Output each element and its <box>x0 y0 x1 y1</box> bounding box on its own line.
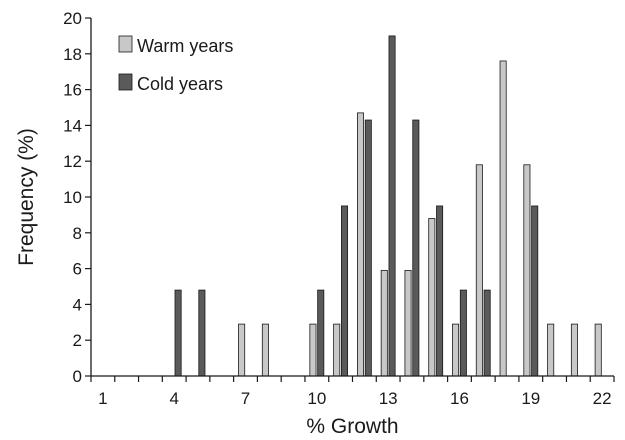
bar-warm-years-17 <box>475 164 483 377</box>
bar-cold-years-19 <box>531 205 539 377</box>
bar-warm-years-15 <box>428 218 436 377</box>
x-tick-label: 16 <box>450 389 469 408</box>
bar-cold-years-13 <box>388 35 396 377</box>
x-tick-label: 10 <box>307 389 326 408</box>
x-tick-label: 4 <box>169 389 178 408</box>
y-tick-label: 10 <box>63 188 82 207</box>
bar-warm-years-22 <box>594 323 602 377</box>
y-tick-label: 2 <box>73 331 82 350</box>
bar-warm-years-12 <box>356 112 364 377</box>
y-tick-label: 20 <box>63 9 82 28</box>
y-tick-label: 18 <box>63 45 82 64</box>
y-tick-label: 8 <box>73 224 82 243</box>
bar-warm-years-16 <box>452 323 460 377</box>
x-tick-label: 1 <box>98 389 107 408</box>
bars-layer <box>174 35 602 377</box>
legend-swatch-warm-years <box>118 35 133 53</box>
bar-warm-years-8 <box>261 323 269 377</box>
bar-cold-years-17 <box>483 289 491 377</box>
bar-cold-years-16 <box>459 289 467 377</box>
bar-cold-years-14 <box>412 119 420 377</box>
y-tick-label: 16 <box>63 81 82 100</box>
y-tick-label: 12 <box>63 152 82 171</box>
y-tick-label: 0 <box>73 367 82 386</box>
y-tick-label: 4 <box>73 295 82 314</box>
bar-cold-years-4 <box>174 289 182 377</box>
y-tick-label: 6 <box>73 260 82 279</box>
y-tick-label: 14 <box>63 116 82 135</box>
x-tick-label: 7 <box>241 389 250 408</box>
x-ticks: 1 4 7 10 13 16 19 22 <box>90 376 615 408</box>
x-tick-label: 13 <box>379 389 398 408</box>
x-axis-title: % Growth <box>306 415 398 438</box>
bar-warm-years-19 <box>523 164 531 377</box>
bar-warm-years-18 <box>499 60 507 377</box>
y-axis-title: Frequency (%) <box>15 128 38 266</box>
bar-warm-years-14 <box>404 269 412 377</box>
legend-swatch-cold-years <box>118 73 133 91</box>
x-tick-label: 22 <box>593 389 612 408</box>
y-ticks: 0 2 4 6 8 10 12 14 16 18 20 <box>63 9 91 386</box>
bar-warm-years-11 <box>333 323 341 377</box>
x-tick-label: 19 <box>521 389 540 408</box>
legend: Warm years Cold years <box>118 35 233 94</box>
bar-warm-years-13 <box>380 269 388 377</box>
legend-label-cold-years: Cold years <box>137 74 223 94</box>
bar-warm-years-20 <box>547 323 555 377</box>
bar-cold-years-12 <box>364 119 372 377</box>
legend-label-warm-years: Warm years <box>137 36 233 56</box>
bar-cold-years-10 <box>317 289 325 377</box>
bar-cold-years-11 <box>341 205 349 377</box>
bar-cold-years-15 <box>436 205 444 377</box>
bar-cold-years-5 <box>198 289 206 377</box>
bar-warm-years-21 <box>570 323 578 377</box>
bar-warm-years-10 <box>309 323 317 377</box>
bar-warm-years-7 <box>238 323 246 377</box>
